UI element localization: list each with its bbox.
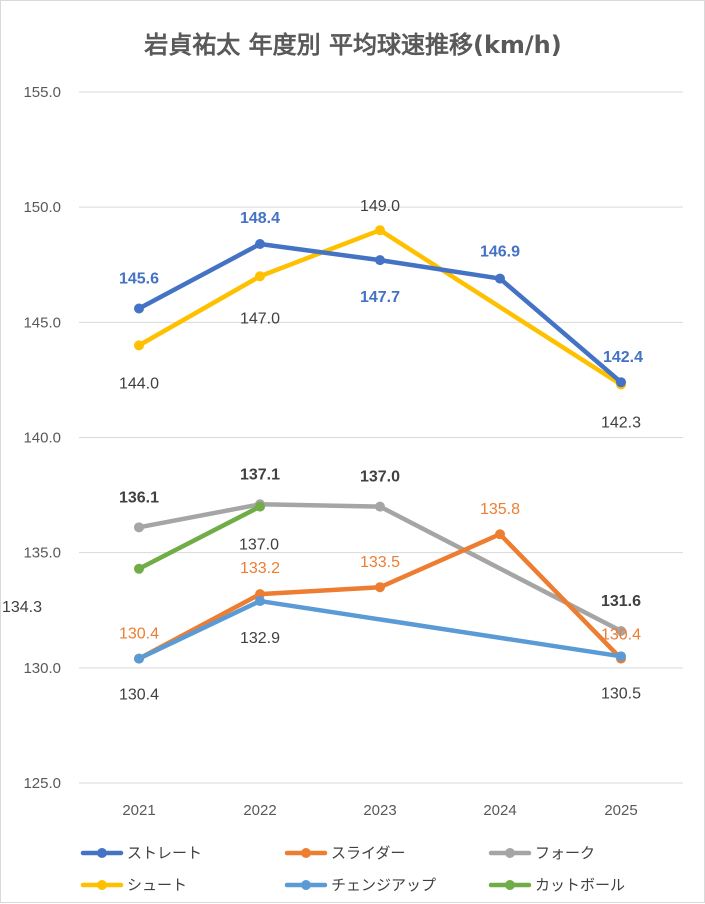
changeup-data-label: 130.4 bbox=[119, 687, 159, 704]
y-tick-label: 135.0 bbox=[23, 545, 61, 562]
slider-point-2022 bbox=[255, 589, 265, 600]
legend-item-cutball: カットボール bbox=[488, 876, 625, 894]
straight-point-2023 bbox=[375, 255, 385, 266]
straight-data-label: 146.9 bbox=[480, 244, 520, 261]
legend-marker-slider bbox=[301, 848, 311, 858]
shoot-line bbox=[136, 227, 624, 387]
shoot-data-label: 149.0 bbox=[360, 198, 400, 215]
legend-item-changeup: チェンジアップ bbox=[284, 876, 436, 894]
legend-label-changeup: チェンジアップ bbox=[331, 876, 436, 894]
changeup-line bbox=[136, 598, 624, 661]
legend-marker-fork bbox=[505, 848, 515, 858]
legend-label-fork: フォーク bbox=[535, 844, 595, 862]
legend-item-shoot: シュート bbox=[80, 876, 187, 894]
x-tick-label: 2021 bbox=[122, 802, 155, 819]
slider-data-label: 133.5 bbox=[360, 554, 400, 571]
straight-data-label: 142.4 bbox=[603, 349, 643, 366]
slider-point-2024 bbox=[495, 529, 505, 540]
y-tick-label: 145.0 bbox=[23, 314, 61, 331]
straight-point-2021 bbox=[134, 303, 144, 314]
x-axis-tick-labels: 2021 2022 2023 2024 2025 bbox=[122, 802, 637, 819]
changeup-point-2025 bbox=[616, 651, 626, 662]
cutball-data-label: 137.0 bbox=[239, 537, 279, 554]
y-tick-label: 155.0 bbox=[23, 84, 61, 101]
fork-data-label: 131.6 bbox=[601, 593, 641, 610]
series-shoot bbox=[134, 225, 626, 390]
shoot-point-2022 bbox=[255, 271, 265, 282]
legend-label-straight: ストレート bbox=[127, 844, 202, 862]
series-straight bbox=[134, 239, 626, 388]
shoot-data-label: 147.0 bbox=[240, 310, 280, 327]
shoot-point-2021 bbox=[134, 340, 144, 351]
legend-marker-shoot bbox=[97, 880, 107, 890]
x-tick-label: 2024 bbox=[483, 802, 516, 819]
series-changeup bbox=[134, 596, 626, 664]
legend-marker-straight bbox=[97, 848, 107, 858]
y-axis-tick-labels: 125.0 130.0 135.0 140.0 145.0 150.0 155.0 bbox=[23, 84, 61, 792]
shoot-data-label: 142.3 bbox=[601, 415, 641, 432]
fork-point-2023 bbox=[375, 501, 385, 512]
legend-marker-cutball bbox=[505, 880, 515, 890]
fork-point-2025 bbox=[616, 625, 626, 636]
x-tick-label: 2025 bbox=[604, 802, 637, 819]
series-cutball bbox=[134, 501, 265, 574]
cutball-point-2021 bbox=[134, 563, 144, 574]
fork-line bbox=[136, 502, 624, 634]
legend-item-fork: フォーク bbox=[488, 844, 595, 862]
straight-point-2024 bbox=[495, 273, 505, 284]
changeup-data-label: 130.5 bbox=[601, 685, 641, 702]
series-lines bbox=[134, 225, 626, 664]
x-tick-label: 2022 bbox=[243, 802, 276, 819]
x-tick-label: 2023 bbox=[363, 802, 396, 819]
y-tick-label: 125.0 bbox=[23, 775, 61, 792]
shoot-data-label: 144.0 bbox=[119, 375, 159, 392]
cutball-point-2022 bbox=[255, 501, 265, 512]
series-fork bbox=[134, 499, 626, 636]
shoot-point-2023 bbox=[375, 225, 385, 236]
fork-data-label: 137.0 bbox=[360, 469, 400, 486]
slider-point-2023 bbox=[375, 582, 385, 593]
legend-label-cutball: カットボール bbox=[535, 876, 625, 894]
fork-data-label: 137.1 bbox=[240, 466, 280, 483]
y-tick-label: 140.0 bbox=[23, 430, 61, 447]
slider-data-label: 130.4 bbox=[119, 626, 159, 643]
legend-item-slider: スライダー bbox=[284, 844, 405, 862]
fork-data-label: 136.1 bbox=[119, 489, 159, 506]
legend-marker-changeup bbox=[301, 880, 311, 890]
legend-item-straight: ストレート bbox=[80, 844, 202, 862]
slider-data-label: 130.4 bbox=[601, 627, 641, 644]
straight-point-2022 bbox=[255, 239, 265, 250]
fork-point-2021 bbox=[134, 522, 144, 533]
cutball-line bbox=[136, 504, 263, 572]
straight-point-2025 bbox=[616, 377, 626, 388]
cutball-data-label: 134.3 bbox=[2, 599, 42, 616]
changeup-point-2021 bbox=[134, 653, 144, 664]
y-tick-label: 150.0 bbox=[23, 199, 61, 216]
straight-data-label: 147.7 bbox=[360, 289, 400, 306]
straight-data-label: 148.4 bbox=[240, 210, 280, 227]
slider-data-label: 135.8 bbox=[480, 501, 520, 518]
slider-data-label: 133.2 bbox=[240, 560, 280, 577]
changeup-point-2022 bbox=[255, 596, 265, 607]
straight-data-label: 145.6 bbox=[119, 271, 159, 288]
legend-label-shoot: シュート bbox=[127, 876, 187, 894]
changeup-data-label: 132.9 bbox=[240, 630, 280, 647]
chart-title: 岩貞祐太 年度別 平均球速推移(km/h) bbox=[143, 31, 561, 59]
data-labels: 144.0 147.0 149.0 142.3 136.1 137.1 137.0 131.6… bbox=[2, 198, 643, 703]
legend-label-slider: スライダー bbox=[331, 844, 405, 862]
y-tick-label: 130.0 bbox=[23, 660, 61, 677]
gridlines bbox=[79, 91, 683, 784]
